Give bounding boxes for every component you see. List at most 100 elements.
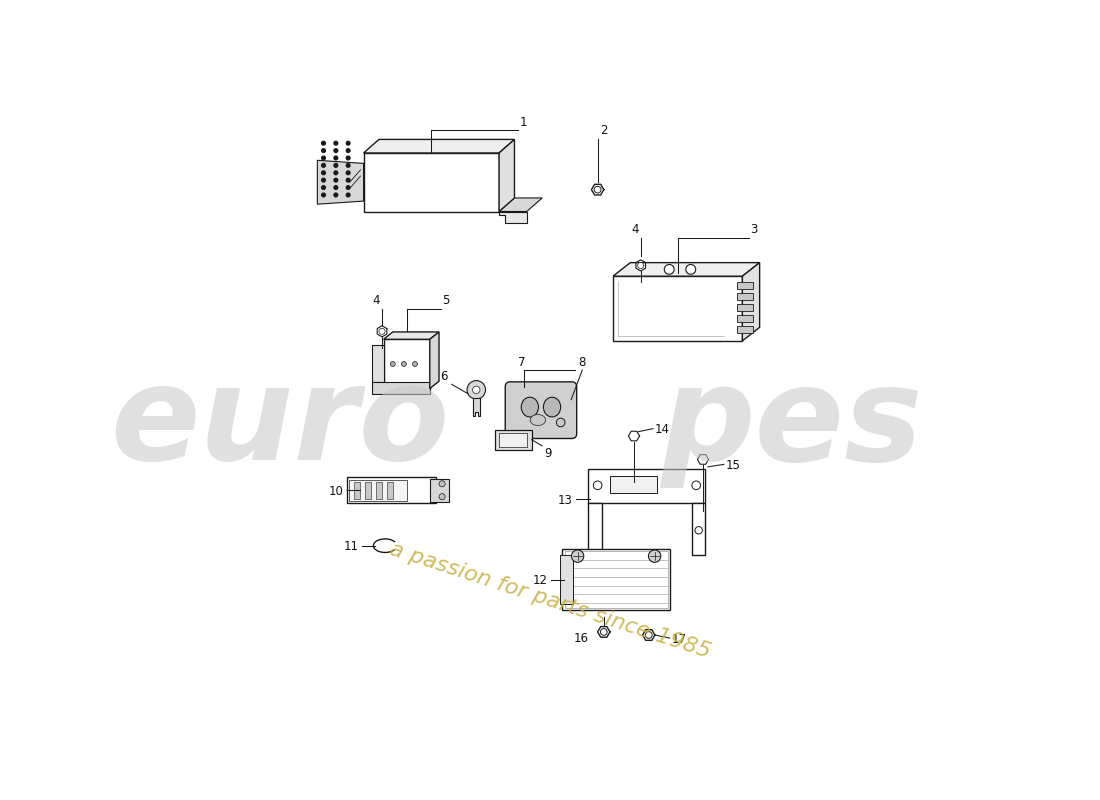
- Text: 3: 3: [750, 223, 758, 237]
- Polygon shape: [613, 262, 760, 276]
- Bar: [588, 502, 602, 582]
- Polygon shape: [613, 276, 742, 341]
- Circle shape: [321, 142, 326, 145]
- Ellipse shape: [543, 398, 561, 417]
- Polygon shape: [430, 332, 439, 389]
- Circle shape: [346, 142, 350, 145]
- Bar: [376, 482, 383, 499]
- Bar: [737, 304, 752, 311]
- Circle shape: [346, 178, 350, 182]
- Circle shape: [664, 265, 674, 274]
- Bar: [346, 478, 436, 503]
- Text: 12: 12: [532, 574, 548, 587]
- Circle shape: [601, 629, 607, 635]
- Circle shape: [468, 381, 485, 399]
- Ellipse shape: [530, 414, 546, 426]
- Circle shape: [593, 481, 602, 490]
- Circle shape: [695, 526, 703, 534]
- Circle shape: [321, 149, 326, 153]
- Polygon shape: [499, 139, 515, 211]
- FancyBboxPatch shape: [505, 382, 576, 438]
- Text: euro: euro: [110, 361, 449, 487]
- Text: 7: 7: [518, 356, 526, 369]
- Circle shape: [334, 178, 338, 182]
- Polygon shape: [499, 198, 542, 211]
- Bar: [499, 433, 527, 446]
- Circle shape: [557, 418, 565, 426]
- Circle shape: [638, 262, 644, 269]
- Circle shape: [379, 328, 385, 334]
- Circle shape: [346, 149, 350, 153]
- Text: 17: 17: [671, 633, 686, 646]
- Polygon shape: [384, 332, 439, 339]
- Circle shape: [321, 193, 326, 197]
- Circle shape: [321, 178, 326, 182]
- Text: 9: 9: [544, 447, 551, 460]
- Polygon shape: [499, 211, 527, 222]
- Bar: [737, 315, 752, 322]
- Circle shape: [439, 494, 446, 500]
- Text: 2: 2: [601, 124, 607, 138]
- Text: 4: 4: [631, 223, 639, 237]
- Bar: [365, 482, 372, 499]
- Circle shape: [321, 171, 326, 174]
- Bar: [430, 478, 450, 502]
- Circle shape: [346, 171, 350, 174]
- Bar: [349, 480, 407, 501]
- Bar: [560, 555, 573, 604]
- Text: 8: 8: [578, 356, 585, 369]
- Circle shape: [334, 171, 338, 174]
- Bar: [564, 551, 668, 608]
- Circle shape: [334, 193, 338, 197]
- Text: 11: 11: [343, 541, 359, 554]
- Text: 4: 4: [373, 294, 381, 307]
- Circle shape: [692, 481, 701, 490]
- Circle shape: [346, 156, 350, 160]
- Circle shape: [648, 550, 661, 562]
- Circle shape: [572, 550, 584, 562]
- Circle shape: [646, 632, 652, 638]
- Polygon shape: [373, 382, 430, 394]
- Circle shape: [346, 163, 350, 167]
- Text: 14: 14: [654, 423, 670, 436]
- Ellipse shape: [521, 398, 539, 417]
- Bar: [737, 326, 752, 334]
- Polygon shape: [473, 398, 480, 416]
- Polygon shape: [317, 160, 363, 204]
- Text: 13: 13: [558, 494, 572, 507]
- Text: 1: 1: [519, 116, 527, 129]
- Circle shape: [390, 362, 395, 366]
- Circle shape: [594, 186, 601, 193]
- Circle shape: [685, 265, 695, 274]
- Circle shape: [473, 386, 480, 394]
- Polygon shape: [384, 339, 430, 389]
- Polygon shape: [742, 262, 760, 341]
- Circle shape: [402, 362, 406, 366]
- Circle shape: [334, 163, 338, 167]
- Text: a passion for parts since 1985: a passion for parts since 1985: [387, 538, 713, 662]
- Text: 6: 6: [440, 370, 448, 383]
- Circle shape: [346, 186, 350, 190]
- Bar: [609, 476, 657, 494]
- Polygon shape: [363, 153, 499, 211]
- Bar: [737, 293, 752, 300]
- Bar: [562, 549, 670, 610]
- Bar: [692, 502, 705, 555]
- Circle shape: [334, 149, 338, 153]
- Text: 10: 10: [328, 485, 343, 498]
- Circle shape: [334, 142, 338, 145]
- Circle shape: [412, 362, 417, 366]
- Bar: [354, 482, 360, 499]
- Bar: [387, 482, 394, 499]
- Circle shape: [321, 163, 326, 167]
- Bar: [737, 282, 752, 289]
- Circle shape: [321, 156, 326, 160]
- Circle shape: [334, 186, 338, 190]
- Circle shape: [346, 193, 350, 197]
- Text: 5: 5: [442, 294, 450, 307]
- Bar: [588, 469, 705, 502]
- Text: 15: 15: [726, 459, 740, 472]
- Bar: [495, 430, 531, 450]
- Circle shape: [334, 156, 338, 160]
- Polygon shape: [363, 139, 515, 153]
